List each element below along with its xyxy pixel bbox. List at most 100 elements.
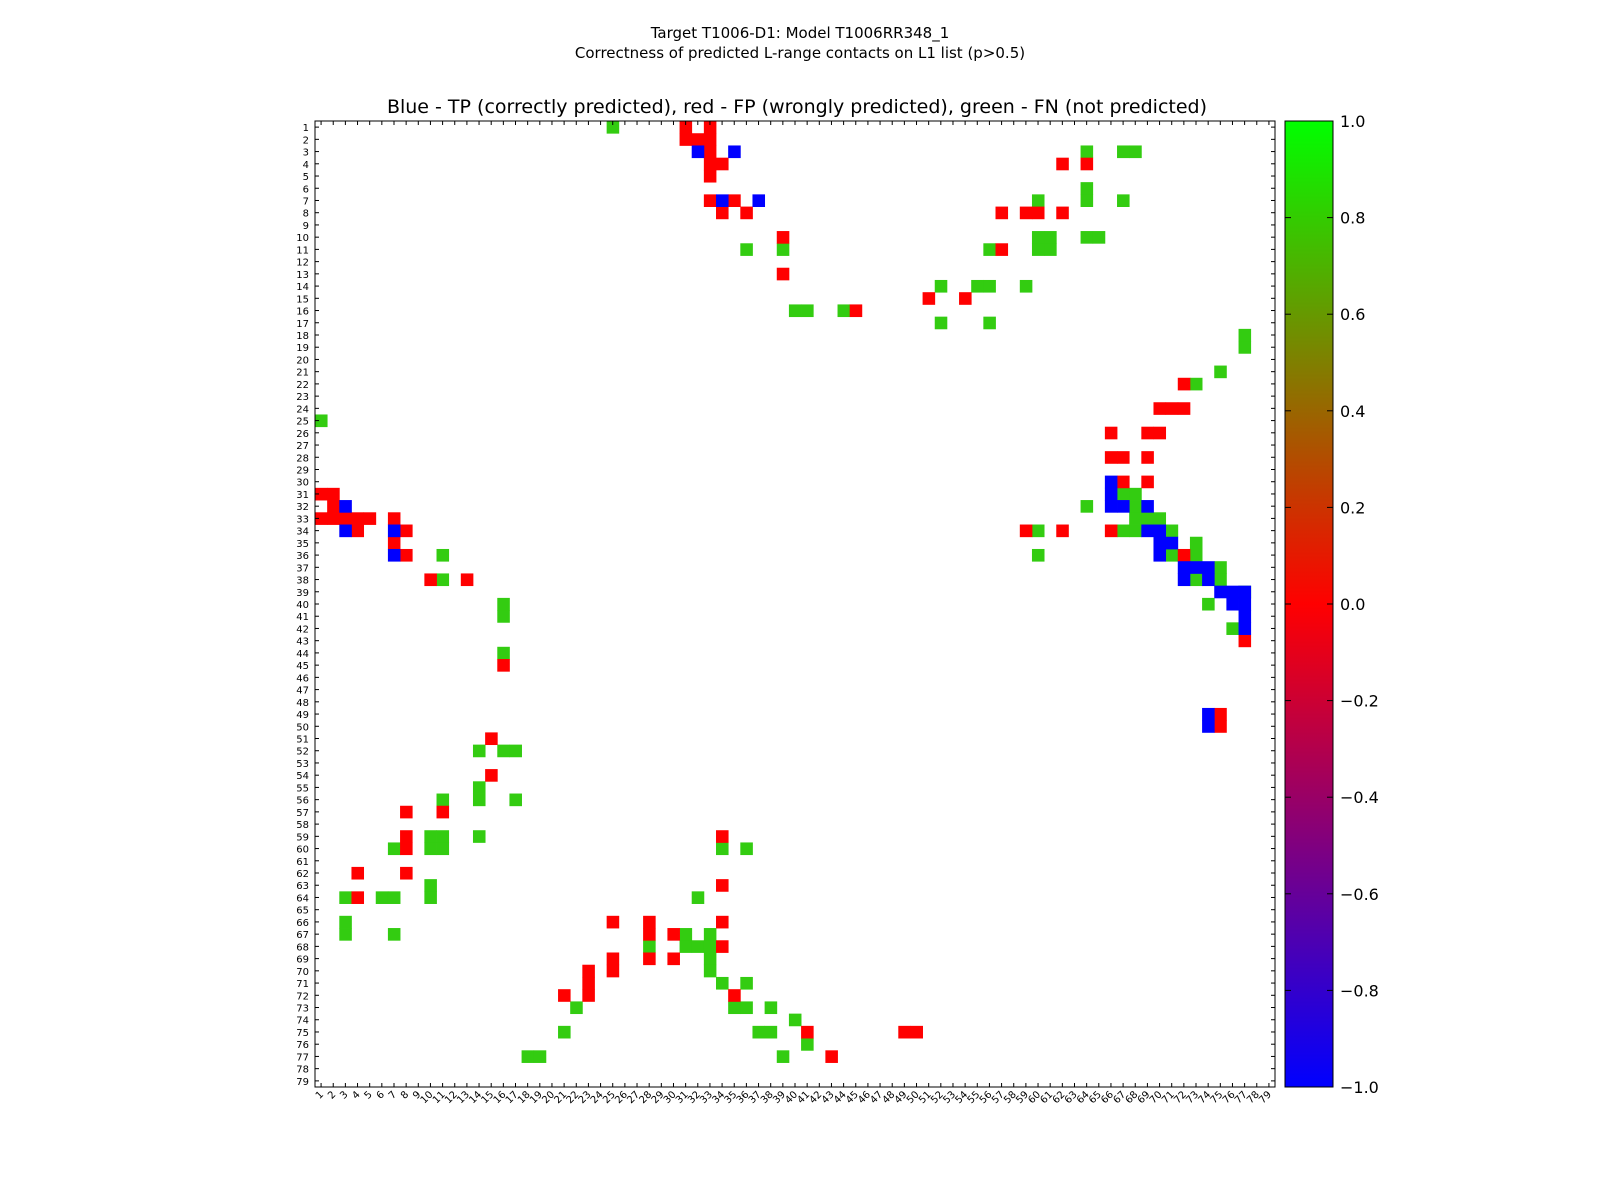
fn-cell — [1214, 365, 1227, 379]
y-tick-label: 12 — [296, 258, 309, 269]
fp-cell — [606, 915, 620, 929]
fn-cell — [788, 304, 802, 318]
y-tick-label: 25 — [296, 417, 309, 428]
fn-cell — [472, 744, 486, 758]
fp-cell — [315, 512, 328, 525]
fn-cell — [339, 891, 352, 904]
fp-cell — [315, 487, 328, 501]
fp-cell — [351, 524, 365, 538]
fp-cell — [679, 121, 693, 134]
fp-cell — [801, 1025, 814, 1039]
fn-cell — [1202, 597, 1215, 611]
y-tick-label: 23 — [296, 392, 309, 403]
y-tick-label: 54 — [296, 771, 309, 782]
fp-cell — [643, 915, 656, 929]
fp-cell — [716, 830, 729, 843]
fn-cell — [983, 316, 996, 330]
y-tick-label: 65 — [296, 906, 309, 917]
fn-cell — [1080, 182, 1094, 195]
y-tick-label: 52 — [296, 747, 309, 758]
tp-cell — [1202, 707, 1215, 721]
y-tick-label: 42 — [296, 624, 309, 635]
tp-cell — [1104, 487, 1118, 501]
x-tick-label: 6 — [375, 1089, 387, 1101]
fn-cell — [1189, 377, 1203, 391]
tp-cell — [339, 500, 352, 513]
y-tick-label: 16 — [296, 307, 309, 318]
fn-cell — [533, 1050, 547, 1063]
tp-cell — [1117, 500, 1130, 513]
fp-cell — [1214, 720, 1227, 733]
y-tick-label: 11 — [296, 245, 309, 256]
fp-cell — [716, 157, 729, 171]
fp-cell — [1080, 157, 1094, 171]
fn-cell — [716, 842, 729, 856]
tp-cell — [1202, 720, 1215, 733]
y-tick-label: 44 — [296, 649, 309, 660]
fp-cell — [776, 231, 790, 244]
fn-cell — [436, 548, 450, 562]
fp-cell — [558, 989, 571, 1002]
y-tick-label: 32 — [296, 502, 309, 513]
fp-cell — [1104, 524, 1118, 538]
fn-cell — [934, 279, 948, 293]
fp-cell — [387, 536, 401, 550]
fp-cell — [1056, 524, 1069, 538]
tp-cell — [716, 194, 729, 207]
fn-cell — [643, 940, 656, 953]
fp-cell — [400, 866, 413, 880]
y-tick-label: 19 — [296, 343, 309, 354]
fp-cell — [691, 133, 705, 146]
colorbar-tick-label: 0.4 — [1340, 402, 1365, 421]
fp-cell — [1177, 377, 1191, 391]
y-tick-label: 71 — [296, 979, 309, 990]
fn-cell — [570, 1001, 583, 1015]
y-tick-label: 28 — [296, 453, 309, 464]
fn-cell — [436, 573, 450, 587]
fp-cell — [400, 842, 413, 856]
x-tick-label: 3 — [338, 1089, 350, 1101]
y-tick-label: 75 — [296, 1028, 309, 1039]
y-tick-label: 43 — [296, 637, 309, 648]
y-tick-label: 40 — [296, 600, 309, 611]
fp-cell — [1019, 206, 1033, 220]
fn-cell — [1153, 512, 1167, 525]
fp-cell — [424, 573, 437, 587]
fn-cell — [1031, 524, 1045, 538]
y-tick-label: 48 — [296, 698, 309, 709]
fn-cell — [1031, 548, 1045, 562]
tp-cell — [1165, 536, 1179, 550]
fn-cell — [1117, 194, 1130, 207]
fp-cell — [606, 964, 620, 978]
fp-cell — [606, 952, 620, 966]
y-tick-label: 15 — [296, 294, 309, 305]
fp-cell — [1104, 426, 1118, 440]
fn-cell — [983, 279, 996, 293]
tp-cell — [1238, 597, 1252, 611]
fp-cell — [703, 145, 717, 159]
x-tick-label: 5 — [363, 1089, 375, 1101]
y-tick-label: 6 — [303, 184, 309, 195]
colorbar-tick-label: −0.4 — [1340, 788, 1379, 807]
y-tick-label: 26 — [296, 429, 309, 440]
y-tick-label: 46 — [296, 673, 309, 684]
fp-cell — [1019, 524, 1033, 538]
colorbar: 1.0 0.8 0.6 0.4 0.2 0.0 −0.2 −0.4 −0.6 −0.8 −1.0 — [1284, 112, 1379, 1097]
colorbar-tick-label: −0.2 — [1340, 692, 1379, 711]
colorbar-tick-label: 0.2 — [1340, 498, 1365, 517]
x-tick-label: 79 — [1257, 1089, 1274, 1106]
y-tick-label: 3 — [303, 148, 309, 159]
fp-cell — [497, 659, 510, 672]
fp-cell — [716, 915, 729, 929]
tp-cell — [1238, 585, 1252, 599]
fn-cell — [472, 830, 486, 843]
y-tick-label: 8 — [303, 209, 309, 220]
fp-cell — [1056, 206, 1069, 220]
y-tick-label: 17 — [296, 319, 309, 330]
fp-cell — [716, 940, 729, 953]
tp-cell — [1214, 585, 1227, 599]
fp-cell — [959, 292, 972, 305]
fn-cell — [691, 891, 705, 904]
y-tick-label: 31 — [296, 490, 309, 501]
tp-cell — [1238, 610, 1252, 623]
